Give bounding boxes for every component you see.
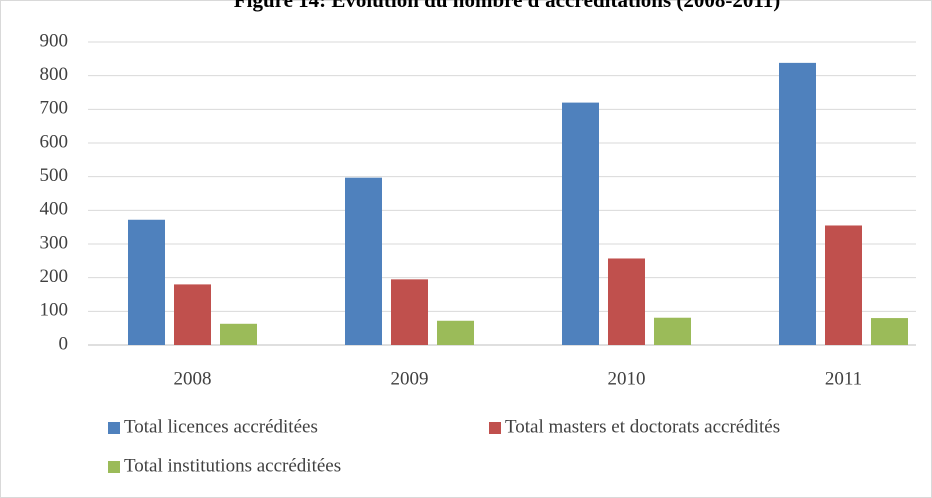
y-tick-label: 100 [40,300,69,321]
x-tick-label: 2009 [391,368,429,389]
bar [562,102,599,345]
bar [654,317,691,345]
y-tick-label: 600 [40,131,69,152]
bar [825,225,862,345]
x-tick-label: 2010 [608,368,646,389]
legend-label: Total licences accréditées [124,416,318,437]
bar [345,177,382,345]
x-tick-label: 2011 [825,368,862,389]
bar [391,279,428,345]
bar [128,219,165,345]
y-tick-label: 500 [40,165,69,186]
y-tick-label: 800 [40,64,69,85]
x-tick-label: 2008 [174,368,212,389]
y-tick-label: 200 [40,266,69,287]
bar [779,62,816,346]
bar [220,323,257,345]
bar [871,318,908,345]
bar [174,284,211,345]
legend-swatch [108,422,120,434]
legend-swatch [108,461,120,473]
legend-swatch [489,422,501,434]
legend-label: Total institutions accréditées [124,455,341,476]
y-tick-label: 700 [40,98,69,119]
chart-title: Figure 14: Évolution du nombre d'accrédi… [234,0,780,12]
y-tick-label: 300 [40,232,69,253]
bar [608,258,645,345]
y-tick-label: 900 [40,30,69,51]
y-tick-label: 0 [59,333,69,354]
legend-label: Total masters et doctorats accrédités [505,416,780,437]
bar [437,320,474,345]
y-tick-label: 400 [40,199,69,220]
